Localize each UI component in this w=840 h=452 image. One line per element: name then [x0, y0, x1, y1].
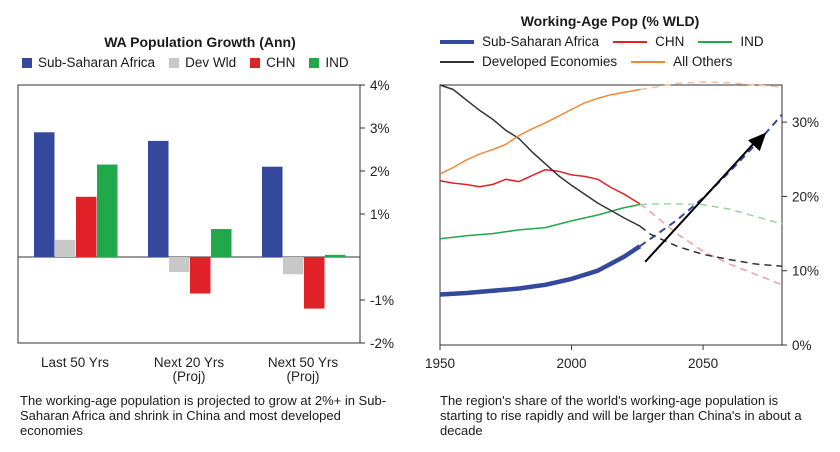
- legend-line: [631, 60, 666, 63]
- left-caption: The working-age population is projected …: [20, 393, 387, 438]
- legend-item-all-others: All Others: [631, 54, 732, 69]
- line-developed-economies-projected: [639, 225, 783, 268]
- bar-chn: [76, 196, 97, 257]
- right-chart-title: Working-Age Pop (% WLD): [520, 13, 700, 29]
- bar-ind: [211, 229, 232, 257]
- legend-item-ssa: Sub-Saharan Africa: [22, 55, 155, 70]
- legend-label: Developed Economies: [482, 54, 618, 69]
- right-caption: The region's share of the world's workin…: [440, 393, 802, 438]
- legend-label: CHN: [266, 55, 296, 70]
- bar-ind: [97, 164, 118, 257]
- legend-line: [613, 40, 648, 43]
- line-developed-economies-historical: [439, 84, 641, 227]
- legend-line: [440, 60, 474, 63]
- plot-frame: [439, 84, 783, 346]
- trend-arrow-shaft: [644, 137, 759, 263]
- line-sub-saharan-africa-projected: [639, 114, 783, 248]
- x-tick-label: Last 50 Yrs: [41, 355, 109, 370]
- legend-label: IND: [325, 55, 349, 70]
- y-tick-label: -2%: [370, 336, 394, 351]
- legend-label: Sub-Saharan Africa: [38, 55, 156, 70]
- legend-swatch: [250, 57, 261, 68]
- legend-label: All Others: [673, 54, 733, 69]
- bar-chn: [190, 257, 211, 294]
- legend-item-developed: Developed Economies: [440, 54, 617, 69]
- legend-label: CHN: [655, 34, 685, 49]
- line-all-others-projected: [639, 81, 783, 91]
- line-chn-projected: [639, 203, 783, 286]
- x-tick-label: Next 20 Yrs: [154, 355, 225, 370]
- x-tick-label: 2000: [557, 356, 587, 371]
- legend-line: [440, 39, 474, 44]
- legend-label: Dev Wld: [185, 55, 237, 70]
- y-tick-label: 1%: [370, 207, 390, 222]
- bar-sub-saharan-africa: [148, 140, 169, 257]
- x-tick-label: (Proj): [173, 369, 206, 384]
- legend-item-ssa: Sub-Saharan Africa: [440, 34, 599, 49]
- legend-item-chn: CHN: [250, 55, 295, 70]
- right-legend-row-2: Developed Economies All Others: [440, 54, 746, 69]
- x-tick-label: 2050: [688, 356, 718, 371]
- legend-item-ind: IND: [698, 34, 764, 49]
- legend-item-dev-wld: Dev Wld: [169, 55, 236, 70]
- legend-item-chn: CHN: [613, 34, 684, 49]
- legend-item-ind: IND: [309, 55, 349, 70]
- y-tick-label: -1%: [370, 293, 394, 308]
- x-tick-label: (Proj): [287, 369, 320, 384]
- line-ind-projected: [639, 203, 783, 225]
- y-tick-label: 4%: [370, 78, 390, 93]
- line-ind-historical: [439, 203, 641, 240]
- trend-arrow-head: [748, 132, 767, 152]
- y-tick-label: 2%: [370, 164, 390, 179]
- legend-label: IND: [740, 34, 764, 49]
- bar-dev-wld: [55, 239, 76, 257]
- bar-sub-saharan-africa: [34, 132, 55, 257]
- y-tick-label: 30%: [792, 115, 819, 130]
- left-chart-title: WA Population Growth (Ann): [104, 34, 296, 50]
- x-tick-label: Next 50 Yrs: [268, 355, 339, 370]
- legend-label: Sub-Saharan Africa: [482, 34, 600, 49]
- legend-swatch: [309, 57, 320, 68]
- bar-chn: [304, 257, 325, 309]
- y-tick-label: 10%: [792, 264, 819, 279]
- right-legend-row-1: Sub-Saharan Africa CHN IND: [440, 34, 778, 49]
- line-sub-saharan-africa-historical: [439, 244, 642, 297]
- left-bar-chart: 4%3%2%1%-1%-2%Last 50 Yrs Next 20 Yrs(Pro…: [17, 78, 394, 384]
- bar-dev-wld: [283, 257, 304, 275]
- bar-sub-saharan-africa: [262, 166, 283, 257]
- y-tick-label: 0%: [792, 338, 812, 353]
- y-tick-label: 3%: [370, 121, 390, 136]
- legend-swatch: [22, 57, 32, 68]
- x-tick-label: 1950: [425, 356, 455, 371]
- right-line-chart: 0% 10% 20% 30% 1950 2000 2050: [425, 81, 819, 371]
- line-all-others-historical: [439, 88, 641, 175]
- left-legend: Sub-Saharan Africa Dev Wld CHN IND: [22, 55, 363, 70]
- legend-swatch: [169, 57, 180, 68]
- y-tick-label: 20%: [792, 189, 819, 204]
- bar-dev-wld: [169, 257, 190, 273]
- line-chn-historical: [439, 168, 641, 205]
- bar-ind: [325, 254, 346, 257]
- legend-line: [698, 40, 733, 43]
